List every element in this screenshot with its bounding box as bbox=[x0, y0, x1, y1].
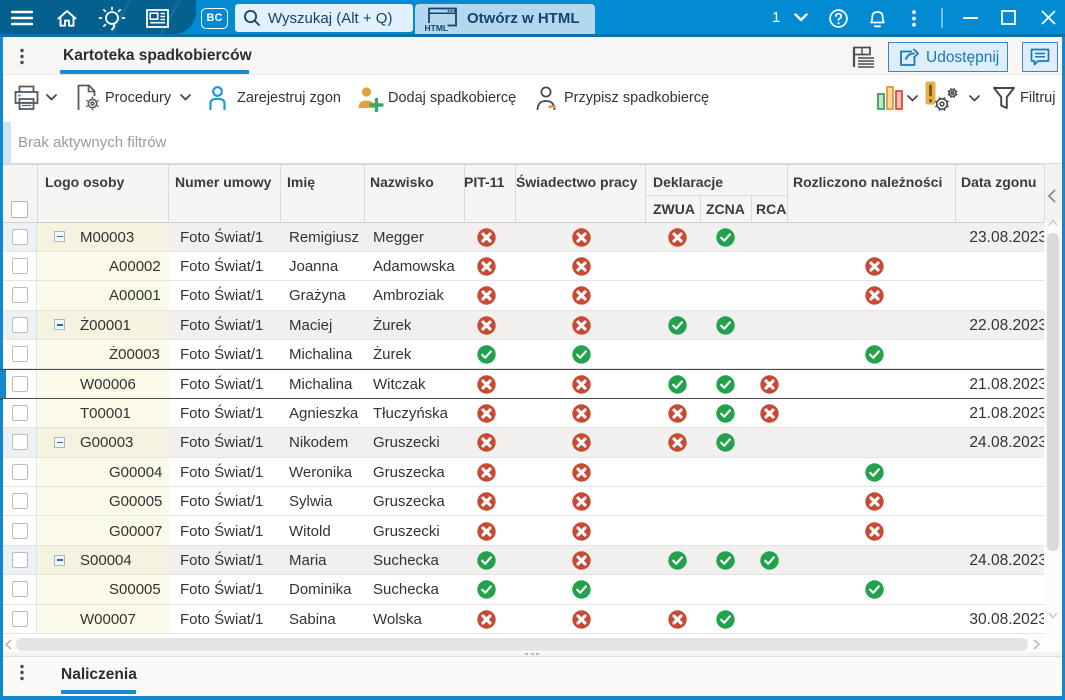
svg-text:HTML: HTML bbox=[425, 23, 449, 33]
